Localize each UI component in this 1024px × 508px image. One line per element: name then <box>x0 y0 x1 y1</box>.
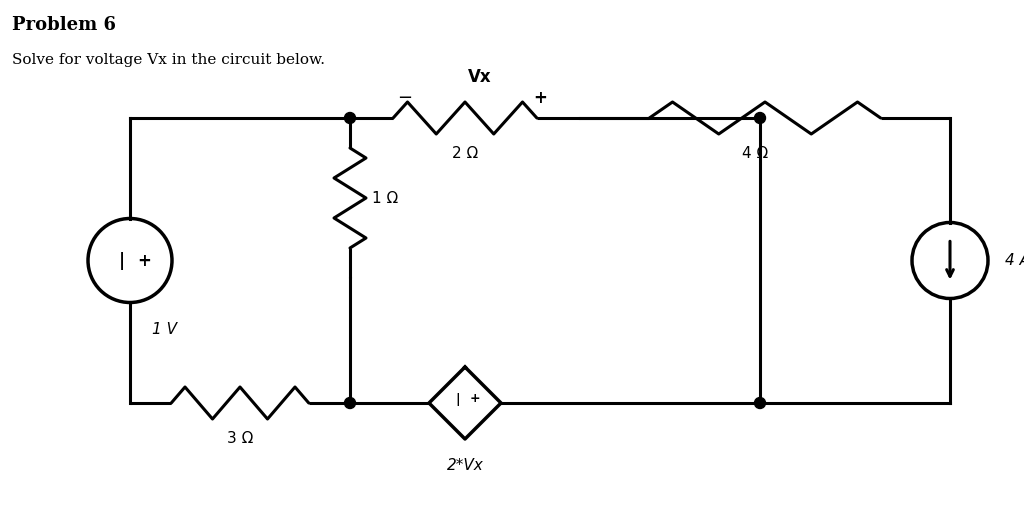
Text: −: − <box>397 89 413 107</box>
Text: Problem 6: Problem 6 <box>12 16 116 34</box>
Text: +: + <box>470 393 480 405</box>
Circle shape <box>344 397 355 408</box>
Text: Solve for voltage Vx in the circuit below.: Solve for voltage Vx in the circuit belo… <box>12 53 325 67</box>
Circle shape <box>755 397 766 408</box>
Text: 2 Ω: 2 Ω <box>452 146 478 161</box>
Circle shape <box>344 112 355 123</box>
Text: 1 Ω: 1 Ω <box>372 190 398 206</box>
Text: |: | <box>456 393 461 405</box>
Text: |: | <box>119 251 125 270</box>
Text: +: + <box>137 251 151 270</box>
Text: +: + <box>534 89 547 107</box>
Text: 4 A: 4 A <box>1005 253 1024 268</box>
Text: Vx: Vx <box>468 68 492 86</box>
Text: 2*Vx: 2*Vx <box>446 458 483 473</box>
Text: 3 Ω: 3 Ω <box>226 431 253 446</box>
Text: 1 V: 1 V <box>153 323 177 337</box>
Text: 4 Ω: 4 Ω <box>741 146 768 161</box>
Circle shape <box>755 112 766 123</box>
